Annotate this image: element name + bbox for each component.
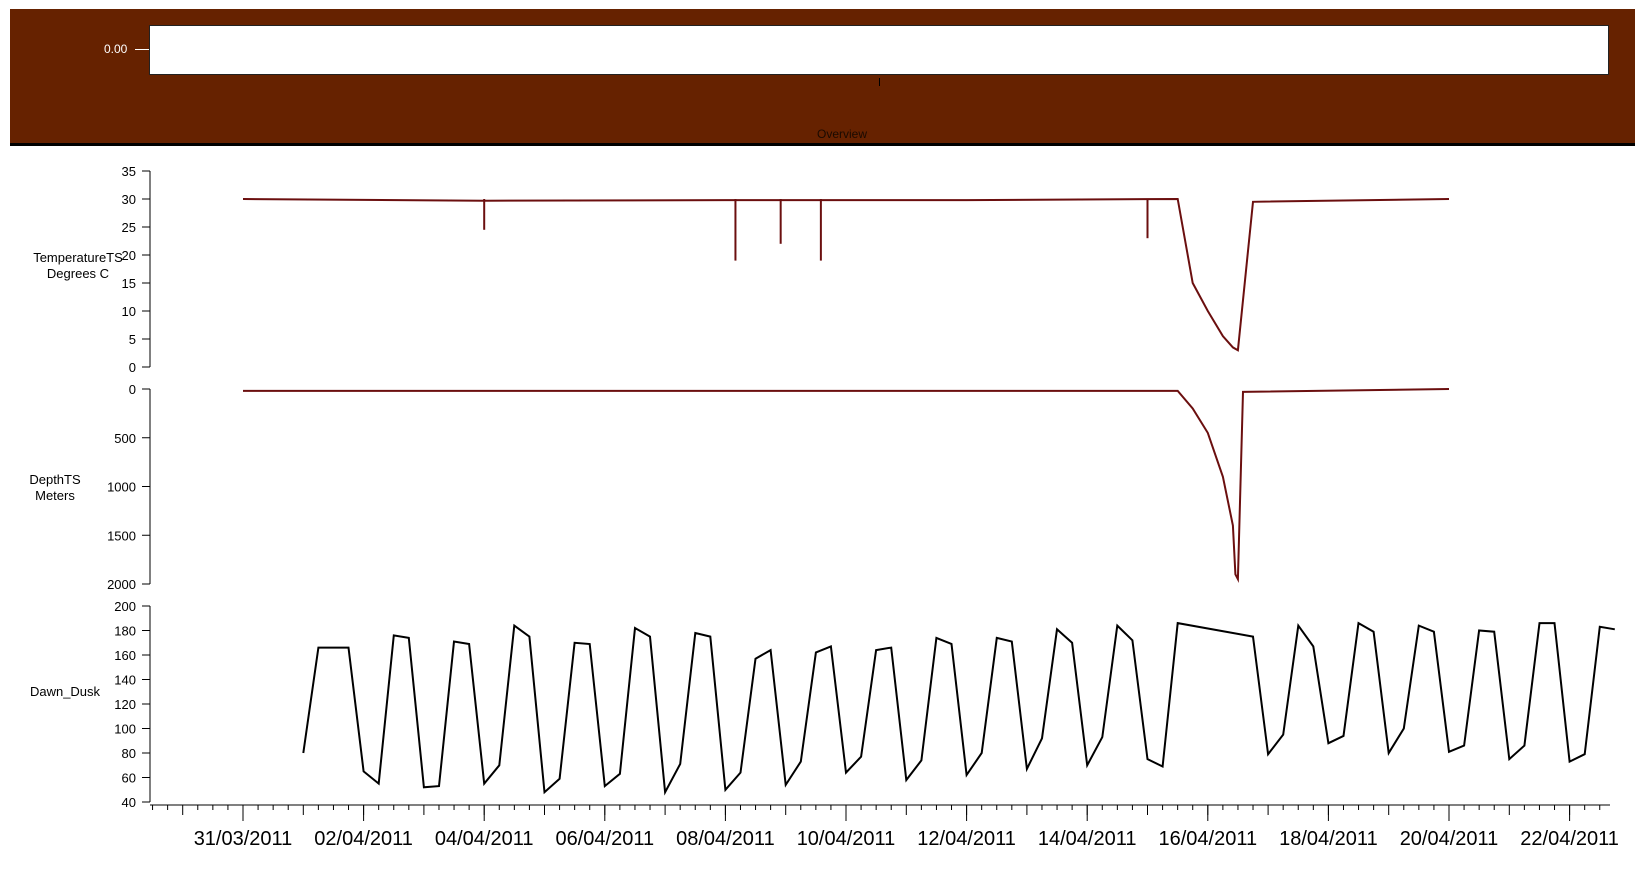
y-axis-label: TemperatureTS <box>33 250 123 265</box>
y-tick-label: 80 <box>122 746 136 761</box>
x-tick-label: 06/04/2011 <box>555 828 654 850</box>
x-tick-label: 04/04/2011 <box>435 828 534 850</box>
overview-window[interactable] <box>149 25 1609 75</box>
overview-center-tick <box>879 78 880 86</box>
y-tick-label: 120 <box>114 697 136 712</box>
y-tick-label: 40 <box>122 795 136 810</box>
y-axis-label: Degrees C <box>47 266 109 281</box>
overview-title: Overview <box>816 127 868 141</box>
y-tick-label: 35 <box>122 164 136 179</box>
y-tick-label: 1500 <box>107 528 136 543</box>
y-tick-label: 15 <box>122 276 136 291</box>
series-line <box>242 197 1450 352</box>
y-axis-label: Meters <box>35 488 75 503</box>
overview-tick <box>135 49 149 50</box>
y-tick-label: 25 <box>122 220 136 235</box>
y-tick-label: 5 <box>129 332 136 347</box>
series-line <box>243 388 1450 583</box>
y-tick-label: 60 <box>122 771 136 786</box>
y-tick-label: 160 <box>114 648 136 663</box>
x-tick-label: 16/04/2011 <box>1158 828 1257 850</box>
overview-zero-label: 0.00 <box>104 42 128 56</box>
x-tick-label: 22/04/2011 <box>1520 828 1619 850</box>
x-tick-label: 12/04/2011 <box>917 828 1016 850</box>
y-tick-label: 2000 <box>107 577 136 592</box>
y-tick-label: 140 <box>114 673 136 688</box>
x-tick-label: 31/03/2011 <box>194 828 293 850</box>
x-tick-label: 10/04/2011 <box>797 828 896 850</box>
y-tick-label: 100 <box>114 722 136 737</box>
y-tick-label: 1000 <box>107 480 136 495</box>
y-tick-label: 180 <box>114 624 136 639</box>
y-tick-label: 500 <box>114 431 136 446</box>
y-tick-label: 20 <box>122 248 136 263</box>
x-tick-label: 18/04/2011 <box>1279 828 1378 850</box>
x-tick-label: 20/04/2011 <box>1400 828 1499 850</box>
x-tick-label: 08/04/2011 <box>676 828 775 850</box>
y-tick-label: 0 <box>129 360 136 375</box>
y-tick-label: 200 <box>114 599 136 614</box>
y-axis-label: DepthTS <box>29 472 81 487</box>
x-tick-label: 14/04/2011 <box>1038 828 1137 850</box>
y-tick-label: 10 <box>122 304 136 319</box>
x-tick-label: 02/04/2011 <box>314 828 413 850</box>
y-tick-label: 0 <box>129 382 136 397</box>
y-tick-label: 30 <box>122 192 136 207</box>
y-axis-label: Dawn_Dusk <box>30 684 101 699</box>
dawn-dusk-line <box>302 621 1615 796</box>
